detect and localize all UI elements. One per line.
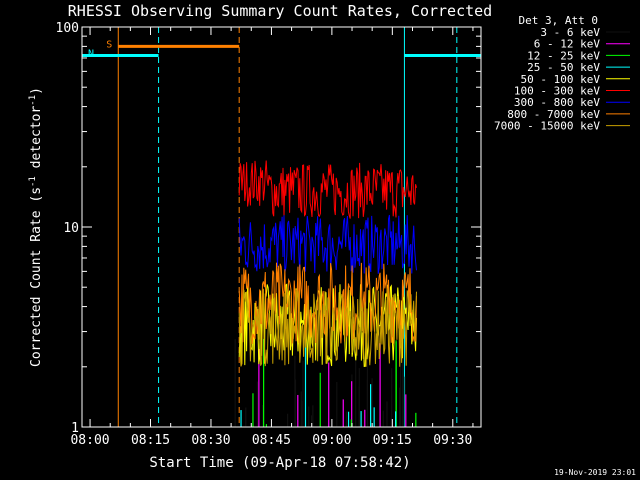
legend-label-1: 6 - 12 keV xyxy=(534,38,601,51)
legend-label-5: 100 - 300 keV xyxy=(514,85,600,98)
y-tick-label-1: 10 xyxy=(63,221,79,236)
x-tick-label-0: 08:00 xyxy=(70,433,109,448)
series-5 xyxy=(238,160,417,219)
flag-label-0: S xyxy=(106,39,112,50)
plot-area: SN xyxy=(81,27,481,427)
y-tick-label-0: 1 xyxy=(71,421,79,436)
legend-header: Det 3, Att 0 xyxy=(519,14,598,27)
y-axis-label-main: Corrected Count Rate (s xyxy=(29,187,44,367)
series-3 xyxy=(240,341,397,427)
x-tick-label-6: 09:30 xyxy=(433,433,472,448)
chart-title: RHESSI Observing Summary Count Rates, Co… xyxy=(68,2,492,20)
legend-label-8: 7000 - 15000 keV xyxy=(494,120,600,133)
legend-label-0: 3 - 6 keV xyxy=(540,26,600,39)
y-axis-label-end: ) xyxy=(29,87,44,95)
y-tick-label-2: 100 xyxy=(56,21,79,36)
x-tick-label-2: 08:30 xyxy=(191,433,230,448)
legend-label-2: 12 - 25 keV xyxy=(527,49,600,62)
legend-label-6: 300 - 800 keV xyxy=(514,96,600,109)
x-tick-label-3: 08:45 xyxy=(252,433,291,448)
series-6 xyxy=(238,214,417,274)
legend-label-4: 50 - 100 keV xyxy=(521,73,601,86)
series-8-line xyxy=(238,288,417,367)
x-axis-label: Start Time (09-Apr-18 07:58:42) xyxy=(149,455,410,471)
y-axis-label: Corrected Count Rate (s-1 detector-1) xyxy=(28,87,44,367)
series-0 xyxy=(234,338,406,427)
legend-label-3: 25 - 50 keV xyxy=(527,61,600,74)
x-axis: 08:00 08:15 08:30 08:45 09:00 09:15 09:30 xyxy=(70,27,474,448)
y-axis-label-sup1: -1 xyxy=(28,176,38,187)
flag-label-1: N xyxy=(88,49,94,60)
y-axis-label-sup2: -1 xyxy=(28,95,38,106)
y-axis: 1 10 100 xyxy=(56,21,481,436)
series-5-line xyxy=(238,160,417,219)
x-tick-label-4: 09:00 xyxy=(312,433,351,448)
series-6-line xyxy=(238,214,417,274)
x-tick-label-1: 08:15 xyxy=(131,433,170,448)
series-8 xyxy=(238,288,417,367)
footer-timestamp: 19-Nov-2019 23:01 xyxy=(554,468,636,477)
legend-label-7: 800 - 7000 keV xyxy=(507,108,600,121)
x-tick-label-5: 09:15 xyxy=(373,433,412,448)
y-axis-label-mid: detector xyxy=(29,106,44,177)
